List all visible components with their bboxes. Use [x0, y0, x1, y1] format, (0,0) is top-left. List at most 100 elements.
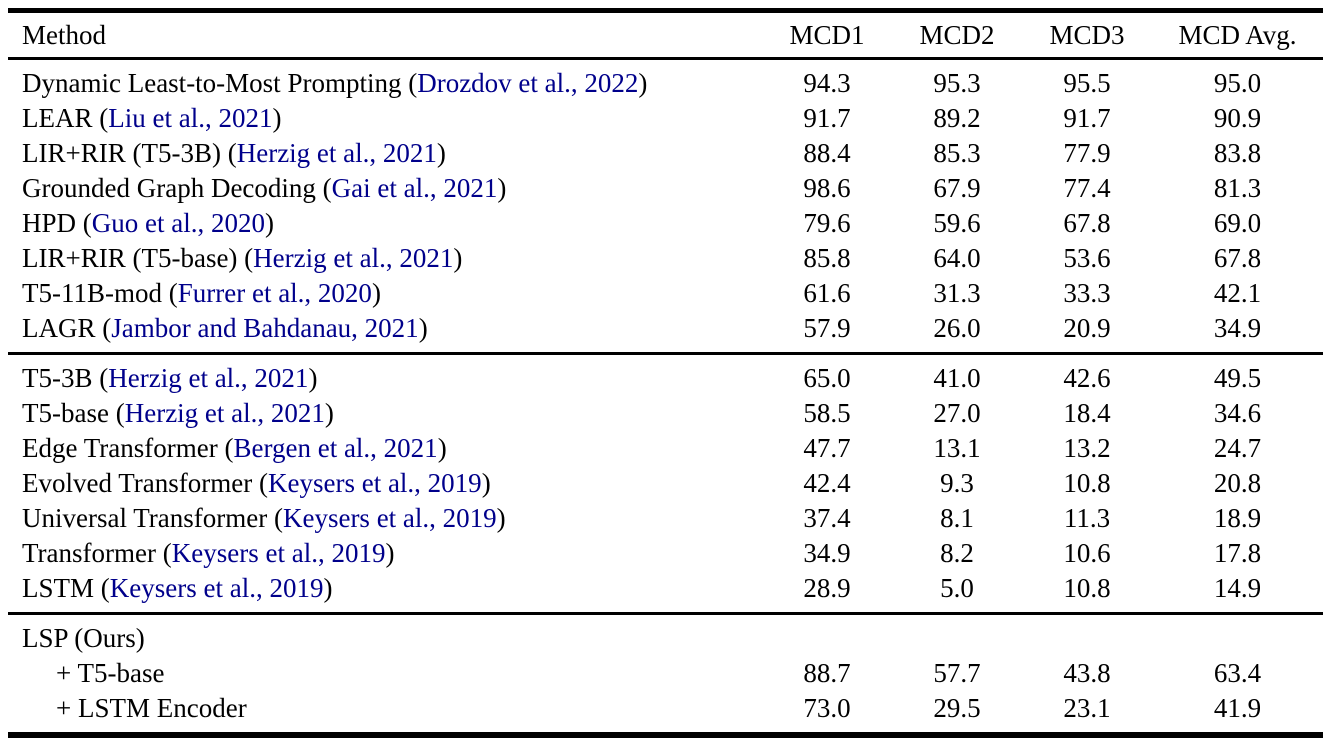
method-name: Transformer	[22, 538, 156, 568]
method-name: T5-11B-mod	[22, 278, 162, 308]
method-name: + T5-base	[56, 658, 165, 688]
paren-open: (	[217, 433, 234, 463]
paren-close: )	[324, 398, 334, 428]
table-group: Dynamic Least-to-Most Prompting (Drozdov…	[8, 60, 1323, 352]
mcd-avg-value: 34.6	[1213, 398, 1262, 428]
mcd1-value: 42.4	[803, 468, 851, 498]
citation-link[interactable]: Jambor and Bahdanau, 2021	[111, 313, 419, 343]
paren-open: (	[76, 208, 92, 238]
mcd2-value: 85.3	[933, 138, 981, 168]
method-name: LIR+RIR (T5-3B)	[22, 138, 221, 168]
method-cell: Universal Transformer (Keysers et al., 2…	[8, 501, 762, 536]
mcd2-value	[892, 621, 1022, 656]
table-row: LIR+RIR (T5-3B) (Herzig et al., 2021) 88.…	[8, 136, 1323, 171]
citation-link[interactable]: Keysers et al., 2019	[109, 573, 324, 603]
paren-close: )	[638, 68, 648, 98]
method-name: Grounded Graph Decoding	[22, 173, 316, 203]
paren-close: )	[496, 503, 506, 533]
table-row: Universal Transformer (Keysers et al., 2…	[8, 501, 1323, 536]
citation-link[interactable]: Herzig et al., 2021	[124, 398, 325, 428]
mcd-avg-value: 24.7	[1213, 433, 1262, 463]
mcd1-value: 58.5	[803, 398, 851, 428]
column-header-mcd1: MCD1	[789, 20, 865, 50]
mcd1-value: 85.8	[803, 243, 851, 273]
mcd3-value: 53.6	[1063, 243, 1111, 273]
paren-open: (	[156, 538, 172, 568]
mcd1-value: 88.7	[803, 658, 851, 688]
mcd3-value: 18.4	[1063, 398, 1111, 428]
paren-close: )	[436, 138, 446, 168]
paren-close: )	[323, 573, 333, 603]
method-cell: + LSTM Encoder	[8, 691, 762, 726]
paren-open: (	[252, 468, 268, 498]
citation-link[interactable]: Keysers et al., 2019	[171, 538, 386, 568]
mcd2-value: 27.0	[933, 398, 981, 428]
table-group: LSP (Ours) + T5-base 88.7 57.7 43.8 63.4 + LST…	[8, 612, 1323, 732]
paren-open: (	[108, 398, 125, 428]
mcd-avg-value: 95.0	[1213, 68, 1262, 98]
mcd1-value: 79.6	[803, 208, 851, 238]
mcd-avg-value: 34.9	[1213, 313, 1262, 343]
paren-open: (	[92, 103, 109, 133]
column-header-method: Method	[22, 20, 106, 50]
mcd2-value: 57.7	[933, 658, 981, 688]
paren-close: )	[497, 173, 507, 203]
mcd2-value: 26.0	[933, 313, 981, 343]
mcd1-value: 88.4	[803, 138, 851, 168]
method-name: HPD	[22, 208, 77, 238]
method-cell: Transformer (Keysers et al., 2019)	[8, 536, 762, 571]
citation-link[interactable]: Herzig et al., 2021	[108, 363, 309, 393]
table-row: T5-3B (Herzig et al., 2021) 65.0 41.0 42.6 4…	[8, 361, 1323, 396]
mcd3-value: 20.9	[1063, 313, 1111, 343]
method-cell: Dynamic Least-to-Most Prompting (Drozdov…	[8, 66, 762, 101]
citation-link[interactable]: Herzig et al., 2021	[236, 138, 437, 168]
mcd1-value: 91.7	[803, 103, 851, 133]
mcd1-value: 57.9	[803, 313, 851, 343]
method-name: + LSTM Encoder	[56, 693, 247, 723]
table-row: Grounded Graph Decoding (Gai et al., 202…	[8, 171, 1323, 206]
mcd2-value: 41.0	[933, 363, 981, 393]
mcd2-value: 8.1	[940, 503, 974, 533]
mcd2-value: 59.6	[933, 208, 981, 238]
mcd2-value: 13.1	[933, 433, 981, 463]
citation-link[interactable]: Guo et al., 2020	[91, 208, 265, 238]
citation-link[interactable]: Drozdov et al., 2022	[417, 68, 639, 98]
paren-open: (	[92, 363, 109, 393]
table-body: Dynamic Least-to-Most Prompting (Drozdov…	[8, 60, 1323, 732]
citation-link[interactable]: Herzig et al., 2021	[253, 243, 454, 273]
method-cell: HPD (Guo et al., 2020)	[8, 206, 762, 241]
method-name: LAGR	[22, 313, 96, 343]
citation-link[interactable]: Gai et al., 2021	[331, 173, 498, 203]
citation-link[interactable]: Keysers et al., 2019	[282, 503, 497, 533]
table-row: LSP (Ours)	[8, 621, 1323, 656]
citation-link[interactable]: Furrer et al., 2020	[177, 278, 372, 308]
paren-close: )	[308, 363, 318, 393]
mcd3-value: 77.9	[1063, 138, 1111, 168]
citation-link[interactable]: Liu et al., 2021	[108, 103, 273, 133]
method-cell: Grounded Graph Decoding (Gai et al., 202…	[8, 171, 762, 206]
mcd2-value: 95.3	[933, 68, 981, 98]
mcd3-value: 91.7	[1063, 103, 1111, 133]
method-cell: T5-11B-mod (Furrer et al., 2020)	[8, 276, 762, 311]
citation-link[interactable]: Bergen et al., 2021	[233, 433, 438, 463]
mcd1-value: 47.7	[803, 433, 851, 463]
table-row: LAGR (Jambor and Bahdanau, 2021) 57.9 26.0…	[8, 311, 1323, 346]
paren-close: )	[453, 243, 463, 273]
column-header-mcd2: MCD2	[919, 20, 995, 50]
table-row: T5-11B-mod (Furrer et al., 2020) 61.6 31.3…	[8, 276, 1323, 311]
table-row: HPD (Guo et al., 2020) 79.6 59.6 67.8 69.0	[8, 206, 1323, 241]
mcd1-value: 98.6	[803, 173, 851, 203]
mcd-avg-value: 17.8	[1213, 538, 1262, 568]
mcd3-value: 11.3	[1063, 503, 1111, 533]
method-name: LSP (Ours)	[22, 623, 145, 653]
method-name: Edge Transformer	[22, 433, 218, 463]
mcd-avg-value	[1152, 621, 1323, 656]
mcd-avg-value: 67.8	[1213, 243, 1262, 273]
paren-close: )	[265, 208, 274, 238]
mcd-avg-value: 90.9	[1213, 103, 1262, 133]
mcd3-value: 13.2	[1063, 433, 1111, 463]
citation-link[interactable]: Keysers et al., 2019	[267, 468, 482, 498]
method-cell: + T5-base	[8, 656, 762, 691]
table-row: Dynamic Least-to-Most Prompting (Drozdov…	[8, 66, 1323, 101]
mcd-avg-value: 69.0	[1213, 208, 1262, 238]
